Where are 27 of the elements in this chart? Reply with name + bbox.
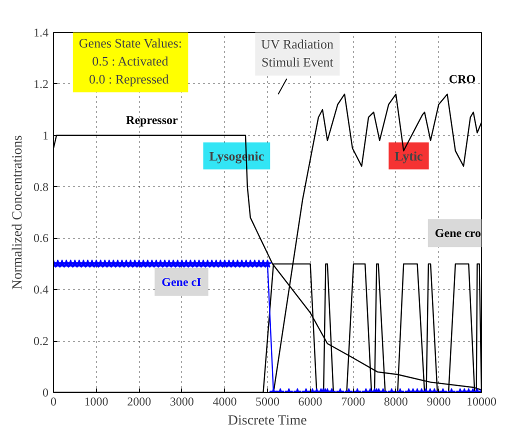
series-label: Repressor — [126, 112, 178, 127]
x-tick-label: 6000 — [298, 394, 322, 408]
x-tick-label: 4000 — [212, 394, 237, 408]
y-tick-label: 1 — [42, 128, 48, 142]
y-tick-label: 1.2 — [34, 76, 48, 91]
x-tick-label: 10000 — [466, 394, 496, 408]
annotation: UV Radiation Stimuli Event — [261, 36, 334, 70]
annotation: Genes State Values: 0.5 : Activated 0.0 : Repressed — [78, 35, 182, 86]
series-label: Gene cI — [162, 274, 202, 289]
x-tick-label: 8000 — [384, 394, 408, 408]
x-tick-label: 9000 — [426, 394, 451, 408]
series-label: CRO — [448, 72, 476, 86]
x-axis-title: Discrete Time — [228, 414, 307, 428]
x-tick-label: 2000 — [127, 394, 152, 408]
y-tick-label: 0.2 — [34, 334, 48, 348]
x-tick-label: 5000 — [256, 394, 280, 408]
y-tick-label: 0.4 — [34, 282, 48, 297]
y-tick-label: 0 — [42, 386, 48, 400]
x-tick-label: 1000 — [84, 394, 108, 408]
x-tick-label: 7000 — [341, 394, 366, 408]
x-tick-label: 3000 — [170, 394, 194, 408]
y-tick-label: 0.8 — [34, 180, 48, 194]
annotation: Lytic — [394, 148, 424, 164]
y-tick-label: 0.6 — [34, 231, 48, 246]
series-label: Gene cro — [434, 226, 482, 240]
y-tick-label: 1.4 — [34, 26, 48, 40]
y-axis-title: Normalized Concentrations — [10, 135, 26, 290]
